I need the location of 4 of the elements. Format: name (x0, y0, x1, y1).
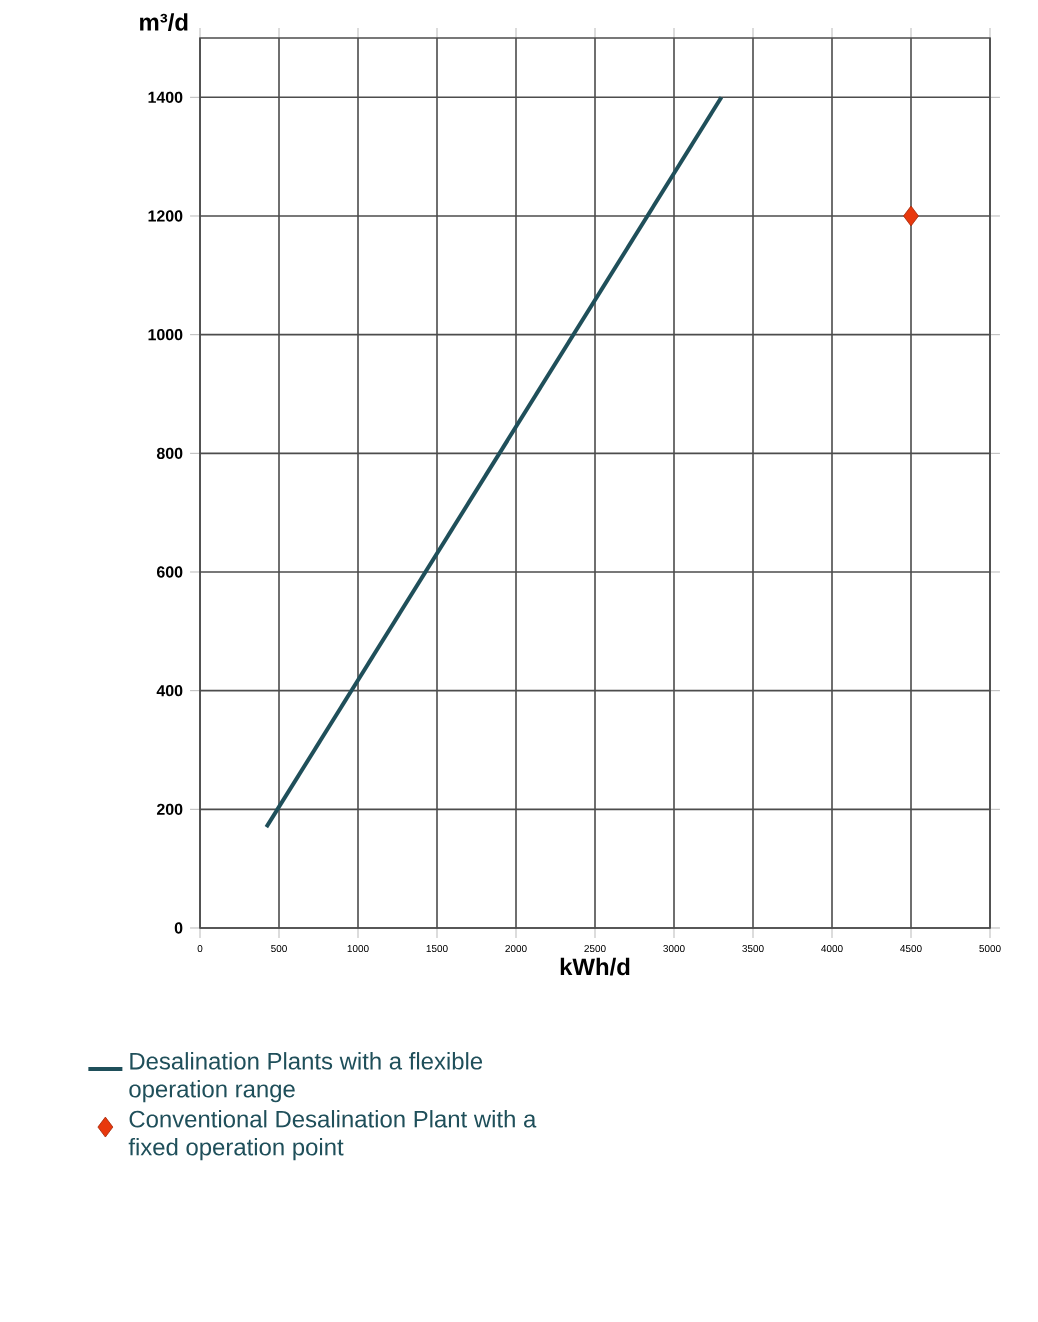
y-axis-title: m³/d (140, 13, 188, 31)
x-axis-title: kWh/d (560, 957, 630, 976)
legend-label: Desalination Plants with a flexible operation range (129, 1052, 483, 1103)
legend-label: Conventional Desalination Plant with a fixed operation point (128, 1110, 537, 1161)
